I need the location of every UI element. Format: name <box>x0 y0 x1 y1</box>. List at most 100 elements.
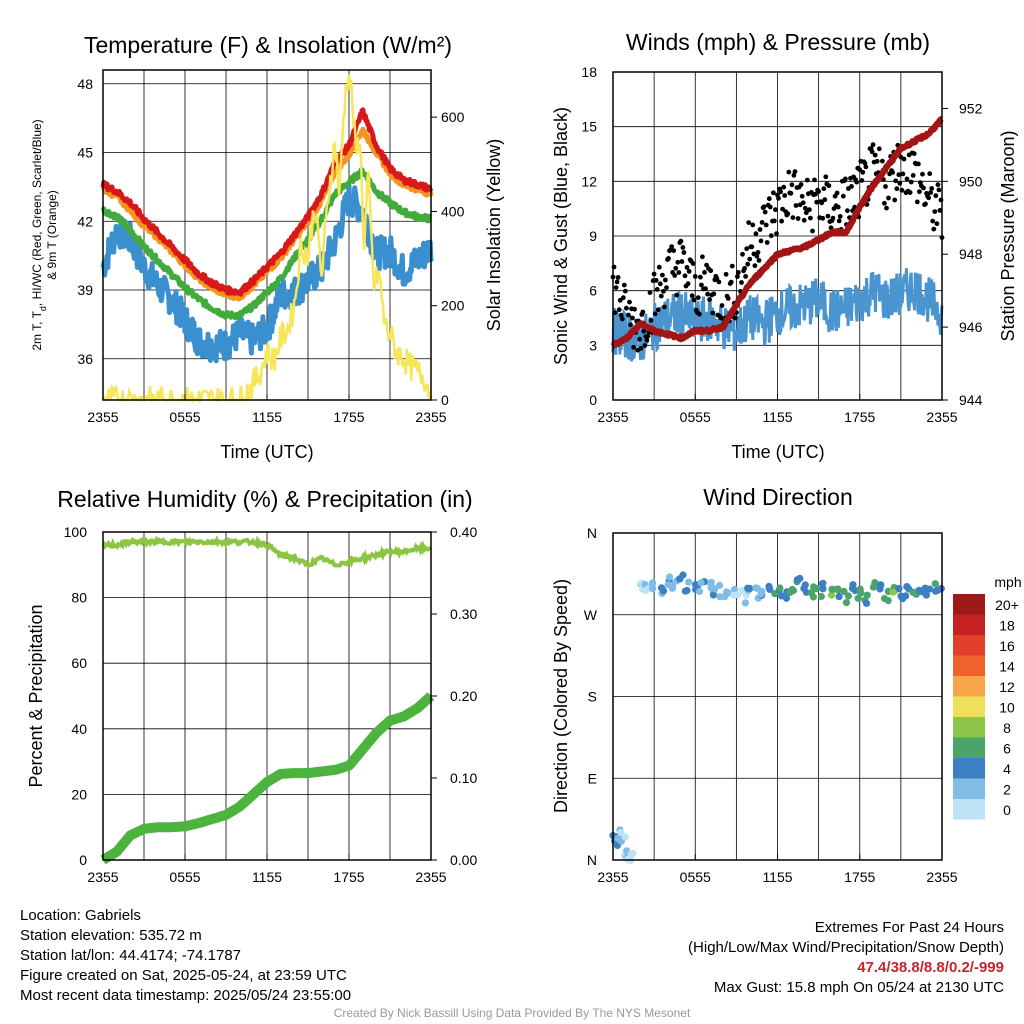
gust-point <box>700 254 705 260</box>
gust-point <box>627 299 632 305</box>
gust-point <box>860 169 866 175</box>
gust-point <box>778 189 783 195</box>
direction-point <box>889 588 897 596</box>
temp-y-tick-label: 42 <box>77 213 93 229</box>
gust-point <box>883 184 888 189</box>
gust-point <box>638 346 644 351</box>
gust-point <box>807 207 812 213</box>
dir-y-tick-label: S <box>588 689 597 705</box>
dir-x-tick-label: 1755 <box>844 869 875 885</box>
gust-point <box>826 183 832 189</box>
direction-points <box>609 571 945 865</box>
pressure-y-tick-label: 950 <box>959 173 983 189</box>
solar-y-tick-label: 0 <box>441 392 449 408</box>
temp-x-tick-label: 2355 <box>87 409 118 425</box>
gust-point <box>917 189 922 195</box>
direction-point <box>835 593 843 601</box>
rh-x-tick-label: 1755 <box>333 869 364 885</box>
gust-point <box>819 200 825 206</box>
gust-point <box>812 177 817 183</box>
gust-point <box>630 315 635 321</box>
direction-point <box>842 599 851 607</box>
gust-point <box>752 263 758 269</box>
gust-point <box>771 190 776 196</box>
gust-point <box>900 171 906 177</box>
direction-point <box>778 592 786 600</box>
colorbar-swatch <box>953 717 985 738</box>
gust-point <box>876 146 882 152</box>
direction-point <box>937 585 945 593</box>
dir-x-tick-label: 1155 <box>762 869 792 885</box>
gust-point <box>927 171 933 177</box>
gust-point <box>684 265 690 270</box>
gust-point <box>766 196 772 202</box>
gust-point <box>914 199 920 205</box>
recent-data-text: Most recent data timestamp: 2025/05/24 2… <box>20 987 352 1004</box>
y-axis-label-sub: d <box>38 306 48 311</box>
gust-point <box>772 218 777 224</box>
gust-point <box>755 250 761 255</box>
gust-point <box>723 271 729 277</box>
colorbar-swatch <box>953 799 985 820</box>
gust-point <box>932 209 938 215</box>
wind-y-tick-label: 0 <box>589 392 597 408</box>
gust-point <box>702 270 707 275</box>
direction-point <box>884 597 892 605</box>
gust-point <box>836 218 842 224</box>
gust-point <box>739 280 744 285</box>
y-axis-label-line2: & 9m T (Orange) <box>45 190 59 280</box>
gust-point <box>631 344 636 350</box>
colorbar-swatch <box>953 758 985 779</box>
direction-point <box>683 586 691 595</box>
wind-x-tick-label: 2355 <box>597 409 628 425</box>
gust-point <box>779 218 784 224</box>
gust-point <box>711 291 717 297</box>
gust-point <box>874 158 880 164</box>
direction-point <box>828 585 836 594</box>
x-axis-label: Time (UTC) <box>731 442 824 462</box>
gust-point <box>837 214 843 219</box>
gust-point <box>618 312 624 318</box>
gust-point <box>703 286 708 291</box>
x-axis-label: Time (UTC) <box>220 442 313 462</box>
series-sonic-wind-line <box>611 268 944 362</box>
gust-point <box>896 172 902 178</box>
gust-point <box>728 279 734 285</box>
y-axis-label: Sonic Wind & Gust (Blue, Black) <box>551 107 571 365</box>
gust-point <box>640 309 646 315</box>
wind-y-tick-label: 3 <box>589 337 597 353</box>
gust-point <box>674 292 680 298</box>
gust-point <box>936 187 942 193</box>
gust-point <box>680 245 686 250</box>
panel-title: Winds (mph) & Pressure (mb) <box>626 29 930 55</box>
solar-y-tick-label: 600 <box>441 109 465 125</box>
gust-point <box>749 244 755 250</box>
colorbar-swatch <box>953 594 985 615</box>
panel-title: Relative Humidity (%) & Precipitation (i… <box>57 486 472 512</box>
colorbar-label: 12 <box>999 679 1015 695</box>
gust-point <box>908 179 914 185</box>
gust-point <box>692 274 698 279</box>
colorbar-label: 18 <box>999 618 1015 634</box>
location-text: Location: Gabriels <box>20 907 141 924</box>
gust-point <box>658 293 664 299</box>
gust-point <box>653 278 659 283</box>
gust-point <box>901 156 907 162</box>
direction-point <box>848 584 857 593</box>
solar-y-tick-label: 200 <box>441 298 465 314</box>
gust-point <box>753 231 759 237</box>
gust-point <box>782 193 788 198</box>
gust-point <box>757 227 763 232</box>
wind-y-tick-label: 15 <box>581 119 597 135</box>
direction-point <box>730 585 739 594</box>
temp-x-tick-label: 2355 <box>415 409 446 425</box>
gust-point <box>886 195 891 201</box>
dir-y-tick-label: E <box>588 770 597 786</box>
series-rh-line <box>102 534 433 569</box>
gust-point <box>904 176 910 182</box>
extremes-values: 47.4/38.8/8.8/0.2/-999 <box>857 959 1004 976</box>
gust-point <box>825 213 831 219</box>
direction-point <box>828 591 836 599</box>
colorbar-swatch <box>953 655 985 676</box>
gust-point <box>933 193 939 199</box>
